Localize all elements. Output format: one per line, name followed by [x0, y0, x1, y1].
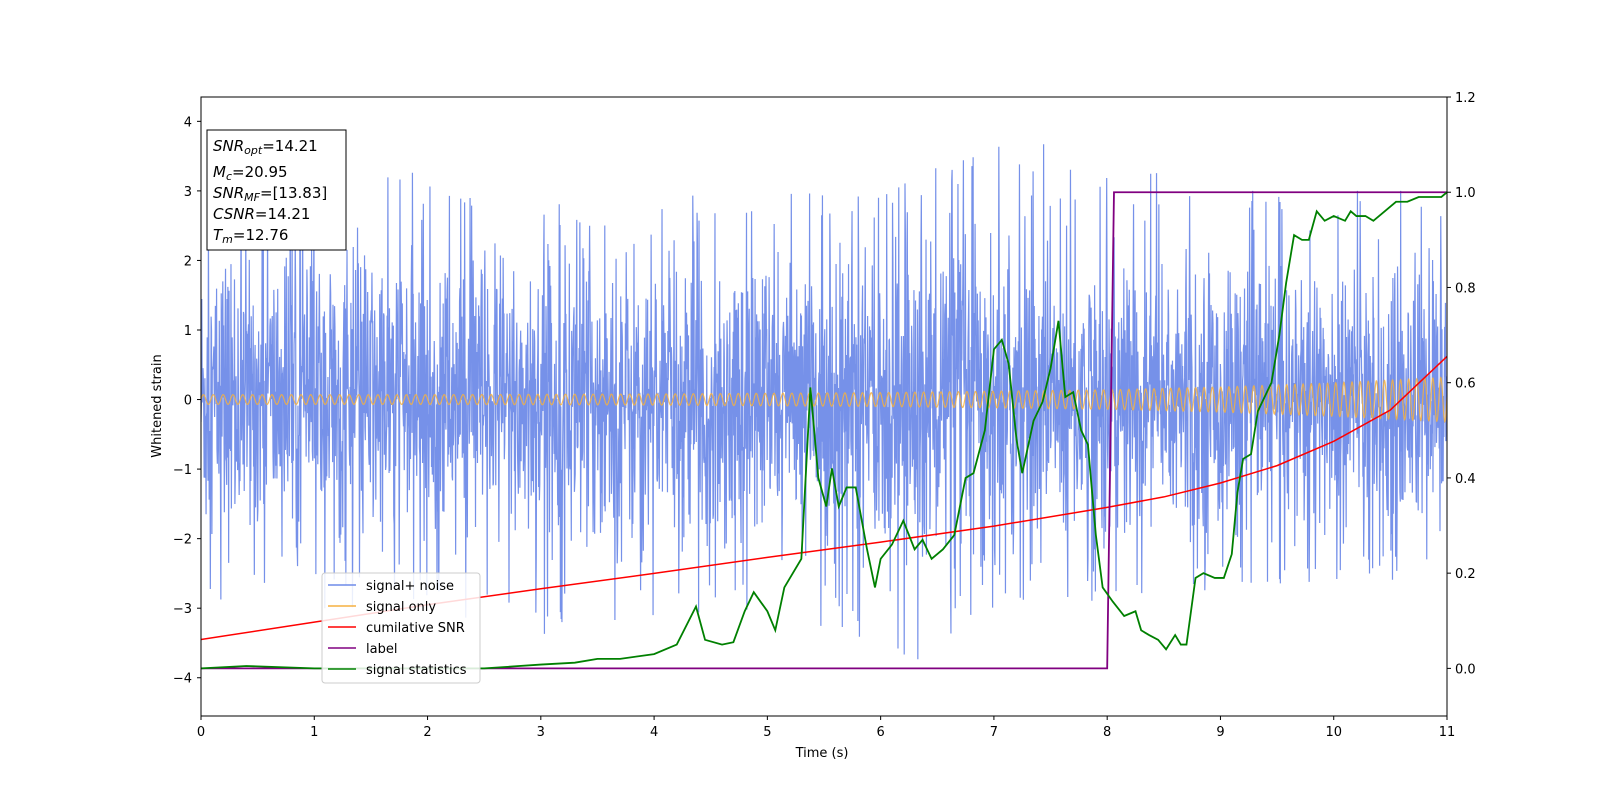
info-csnr: CSNR=14.21: [213, 205, 310, 223]
y-right-tick-label: 0.2: [1455, 567, 1476, 582]
y-left-tick-label: 1: [184, 324, 192, 339]
y-axis-label: Whitened strain: [150, 354, 165, 457]
y-right-tick-label: 0.8: [1455, 281, 1476, 296]
legend-label-label: label: [366, 642, 397, 657]
legend: signal+ noise signal only cumilative SNR…: [321, 572, 481, 684]
x-tick-label: 7: [990, 725, 998, 740]
x-tick-label: 10: [1325, 725, 1342, 740]
signal-statistics-series: [201, 191, 1447, 670]
label-series: [201, 191, 1447, 670]
y-left-tick-label: −4: [173, 672, 192, 687]
y-left-tick-label: 2: [184, 254, 192, 269]
info-snr-mf: SNRMF=[13.83]: [213, 184, 327, 204]
x-axis: 0 1 2 3 4 5 6 7 8 9 10 11: [197, 716, 1455, 740]
x-tick-label: 2: [423, 725, 431, 740]
info-box: SNRopt=14.21 Mc=20.95 SNRMF=[13.83] CSNR…: [206, 129, 347, 251]
y-right-tick-label: 1.0: [1455, 186, 1476, 201]
signal-statistics-line: [201, 191, 1447, 670]
left-y-axis: 4 3 2 1 0 −1 −2 −3 −4: [173, 115, 201, 687]
info-tm: Tm=12.76: [213, 226, 288, 246]
x-tick-label: 11: [1439, 725, 1456, 740]
x-axis-label: Time (s): [795, 746, 849, 761]
y-right-tick-label: 0.0: [1455, 662, 1476, 677]
right-y-axis: 1.2 1.0 0.8 0.6 0.4 0.2 0.0: [1447, 91, 1476, 677]
legend-label-signal-only: signal only: [366, 600, 436, 615]
y-left-tick-label: −3: [173, 602, 192, 617]
x-tick-label: 1: [310, 725, 318, 740]
info-mc: Mc=20.95: [213, 163, 288, 183]
y-right-tick-label: 1.2: [1455, 91, 1476, 106]
y-right-tick-label: 0.6: [1455, 377, 1476, 392]
x-tick-label: 0: [197, 725, 205, 740]
signal-noise-line: [201, 144, 1447, 660]
y-left-tick-label: 4: [184, 115, 192, 130]
x-tick-label: 9: [1216, 725, 1224, 740]
info-snr-opt: SNRopt=14.21: [213, 137, 318, 157]
signal-only-series: [201, 376, 1447, 424]
signal-only-line: [201, 376, 1447, 424]
plot-frame: [200, 96, 1448, 717]
x-tick-label: 3: [537, 725, 545, 740]
x-tick-label: 8: [1103, 725, 1111, 740]
y-left-tick-label: 3: [184, 185, 192, 200]
x-tick-label: 4: [650, 725, 658, 740]
y-left-tick-label: −2: [173, 533, 192, 548]
label-line: [201, 191, 1447, 670]
x-tick-label: 6: [876, 725, 884, 740]
y-left-tick-label: −1: [173, 463, 192, 478]
y-right-tick-label: 0.4: [1455, 472, 1476, 487]
x-tick-label: 5: [763, 725, 771, 740]
signal-noise-series: [201, 144, 1447, 660]
legend-label-cumulative-snr: cumilative SNR: [366, 621, 465, 636]
y-left-tick-label: 0: [184, 394, 192, 409]
legend-label-signal-noise: signal+ noise: [366, 579, 454, 594]
legend-label-signal-statistics: signal statistics: [366, 663, 467, 678]
